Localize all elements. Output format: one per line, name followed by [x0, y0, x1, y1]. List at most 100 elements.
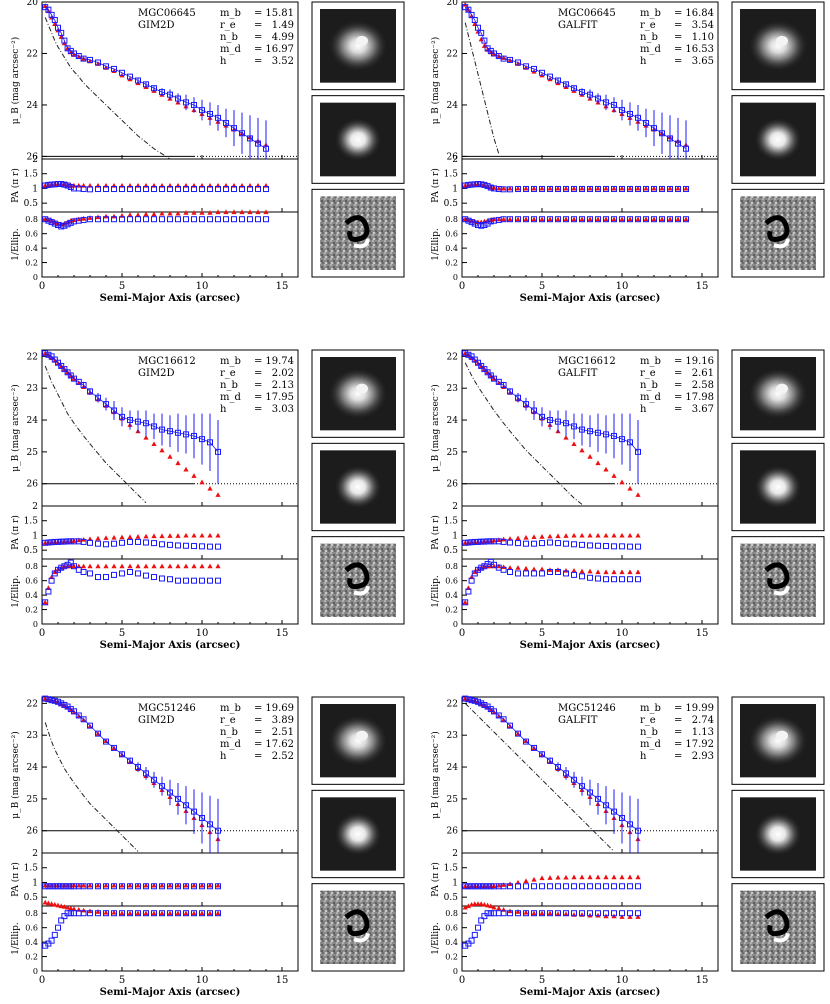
model-point-mu: [571, 441, 577, 446]
model-point-ellip: [496, 216, 502, 222]
data-point-pa: [183, 883, 189, 890]
model-point-pa: [151, 882, 157, 888]
data-point-ellip: [523, 216, 529, 223]
data-point-mu: [80, 55, 87, 62]
data-point-pa: [48, 883, 55, 890]
data-point-ellip: [547, 910, 553, 917]
model-point-pa: [555, 533, 561, 539]
data-point-mu: [595, 429, 601, 436]
y-tick-label: 23: [447, 384, 459, 394]
model-point-mu: [611, 473, 617, 478]
model-point-ellip: [619, 914, 625, 919]
param-label: r_e: [640, 368, 656, 379]
model-point-ellip: [488, 903, 494, 909]
data-point-ellip: [484, 910, 491, 917]
model-point-pa: [547, 185, 553, 191]
data-point-mu: [462, 350, 469, 357]
data-point-ellip: [42, 216, 49, 223]
data-point-ellip: [571, 571, 577, 578]
y-tick-label: 25: [447, 795, 459, 805]
y-tick-label: 0.5: [24, 546, 39, 556]
data-point-ellip: [255, 216, 261, 223]
param-value: 2.13: [272, 380, 294, 391]
data-point-ellip: [491, 910, 497, 917]
galaxy-image-source: [748, 714, 808, 767]
model-point-pa: [95, 882, 101, 888]
model-point-pa: [199, 532, 205, 538]
data-point-mu: [667, 135, 673, 142]
y-tick-label: 0.6: [445, 577, 458, 586]
data-point-pa: [587, 542, 593, 549]
data-point-mu: [555, 77, 561, 84]
data-point-ellip: [151, 216, 157, 223]
y-axis-label-surface-brightness: μ_B (mag arcsec⁻²): [10, 384, 21, 471]
param-equals: =: [674, 739, 682, 750]
data-point-ellip: [51, 931, 58, 938]
model-point-ellip: [207, 563, 213, 569]
data-point-mu: [143, 420, 149, 427]
data-point-pa: [471, 538, 478, 545]
data-point-mu: [61, 37, 68, 44]
data-point-mu: [563, 81, 569, 88]
data-point-ellip: [587, 574, 593, 581]
model-point-ellip: [675, 216, 681, 222]
data-point-mu: [151, 85, 157, 92]
data-point-mu: [603, 802, 609, 809]
x-tick-label: 0: [39, 628, 45, 639]
data-point-ellip: [55, 222, 61, 228]
model-point-pa: [539, 534, 545, 539]
model-point-ellip: [119, 563, 125, 569]
residual-bright-arm: [773, 585, 790, 596]
param-value: 17.62: [265, 739, 294, 750]
y-axis-label-ellipticity: 1/Ellip.: [431, 575, 441, 608]
model-point-ellip: [127, 563, 133, 569]
data-point-pa: [611, 883, 617, 890]
y-tick-label: 20: [27, 0, 39, 8]
data-point-mu: [207, 439, 213, 446]
model-point-mu: [42, 350, 48, 356]
model-point-pa: [71, 882, 77, 888]
data-point-mu: [481, 37, 488, 44]
data-point-ellip: [199, 910, 205, 917]
y-tick-label: 0.4: [445, 244, 458, 253]
data-point-pa: [539, 540, 545, 547]
model-point-ellip: [143, 910, 149, 916]
data-point-pa: [255, 186, 261, 193]
model-point-ellip: [627, 914, 633, 919]
model-point-pa: [571, 185, 577, 191]
data-point-ellip: [475, 924, 481, 931]
param-label: m_b: [640, 8, 661, 19]
residual-dark-arm: [344, 909, 370, 937]
data-point-ellip: [191, 216, 197, 223]
y-tick-label: 26: [447, 827, 459, 837]
data-point-mu: [247, 135, 253, 142]
model-image-source: [754, 465, 802, 509]
model-point-mu: [215, 492, 221, 497]
model-point-pa: [76, 537, 82, 543]
data-point-ellip: [619, 216, 625, 223]
data-point-pa: [191, 186, 197, 193]
model-point-ellip: [247, 209, 253, 215]
y-tick-label: 23: [447, 731, 459, 741]
model-point-ellip: [87, 563, 93, 569]
y-tick-label: 25: [27, 795, 39, 805]
data-point-pa: [55, 538, 61, 545]
model-point-ellip: [103, 213, 109, 219]
param-equals: =: [254, 703, 262, 714]
model-point-pa: [547, 875, 553, 880]
data-point-mu: [183, 431, 189, 438]
data-point-mu: [42, 695, 49, 702]
y-axis-label-position-angle: PA (π r): [10, 168, 21, 203]
model-point-ellip: [555, 911, 561, 917]
param-label: r_e: [220, 20, 236, 31]
param-label: r_e: [640, 20, 656, 31]
data-point-mu: [103, 738, 109, 745]
data-point-mu: [619, 107, 625, 114]
model-point-mu: [143, 434, 149, 440]
data-point-ellip: [87, 216, 93, 223]
data-point-mu: [67, 372, 74, 379]
data-point-pa: [151, 186, 157, 193]
model-point-pa: [627, 185, 633, 191]
data-point-pa: [651, 186, 657, 193]
model-point-pa: [475, 181, 481, 186]
